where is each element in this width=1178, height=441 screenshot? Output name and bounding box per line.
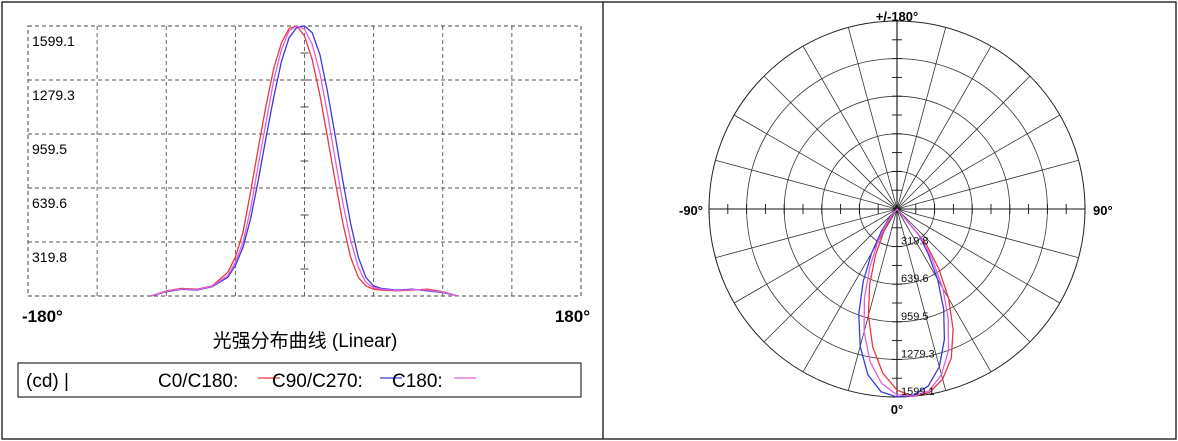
polar-spoke: [847, 27, 898, 210]
y-tick-label: 959.5: [32, 141, 67, 157]
legend-label: C90/C270:: [272, 371, 363, 392]
polar-angle-label: 90°: [1093, 203, 1113, 218]
polar-spoke: [763, 75, 898, 210]
x-tick-label-min: -180°: [22, 307, 63, 326]
polar-angle-labels: +/-180° -90° 90° 0°: [679, 9, 1113, 417]
polar-spoke: [715, 208, 898, 259]
polar-spoke: [896, 75, 1031, 210]
y-tick-label: 639.6: [32, 195, 67, 211]
y-tick-label: 319.8: [32, 249, 67, 265]
polar-spoke: [715, 159, 898, 210]
polar-radial-label: 959.5: [901, 311, 929, 323]
polar-spoke: [847, 208, 898, 391]
polar-spoke: [802, 45, 898, 210]
polar-angle-label: -90°: [679, 203, 703, 218]
legend-box: [17, 362, 582, 398]
polar-series-line: [867, 208, 954, 397]
unit-label: (cd) |: [26, 371, 69, 392]
polar-series-line: [858, 208, 946, 398]
polar-radial-label: 319.8: [901, 236, 929, 248]
linear-chart-title: 光强分布曲线 (Linear): [213, 330, 398, 352]
polar-angle-label: 0°: [891, 402, 903, 417]
legend-label: C0/C180:: [158, 371, 238, 392]
linear-series-lines: [150, 25, 459, 297]
polar-spoke: [896, 208, 1079, 259]
polar-spoke: [763, 208, 898, 343]
polar-series-line: [863, 208, 950, 397]
polar-axis-ticks: [708, 20, 1086, 398]
polar-spoke: [896, 45, 992, 210]
polar-radial-label: 1599.1: [901, 386, 935, 398]
polar-spoke: [896, 27, 947, 210]
polar-spoke: [896, 208, 992, 372]
polar-radial-label: 1279.3: [901, 348, 935, 360]
y-tick-label: 1599.1: [32, 33, 75, 49]
linear-intensity-chart: 1599.1 1279.3 959.5 639.6 319.8 -180° 180° 光…: [17, 25, 590, 398]
linear-legend: C0/C180: C90/C270: C180:: [158, 371, 476, 392]
y-tick-label: 1279.3: [32, 87, 75, 103]
polar-radial-label: 639.6: [901, 273, 929, 285]
polar-spoke: [802, 208, 898, 372]
polar-angle-label: +/-180°: [876, 9, 918, 24]
polar-spoke: [896, 114, 1061, 210]
polar-spoke: [896, 208, 1031, 343]
x-tick-label-max: 180°: [555, 307, 590, 326]
linear-series-line: [150, 25, 459, 297]
linear-y-tick-labels: 1599.1 1279.3 959.5 639.6 319.8: [32, 33, 75, 265]
linear-center-ticks: [300, 52, 309, 270]
polar-spoke: [734, 208, 898, 304]
polar-spoke: [896, 159, 1079, 210]
polar-series-lines: [858, 208, 954, 398]
polar-radial-tick-labels: 319.8 639.6 959.5 1279.3 1599.1: [901, 236, 935, 398]
polar-intensity-chart: 319.8 639.6 959.5 1279.3 1599.1 +/-180° -90° 9…: [679, 9, 1113, 417]
polar-spoke: [896, 208, 947, 391]
linear-series-line: [150, 25, 459, 297]
linear-series-line: [150, 25, 459, 297]
legend-label: C180:: [392, 371, 443, 392]
polar-spoke: [734, 114, 898, 210]
polar-spoke: [896, 208, 1061, 304]
